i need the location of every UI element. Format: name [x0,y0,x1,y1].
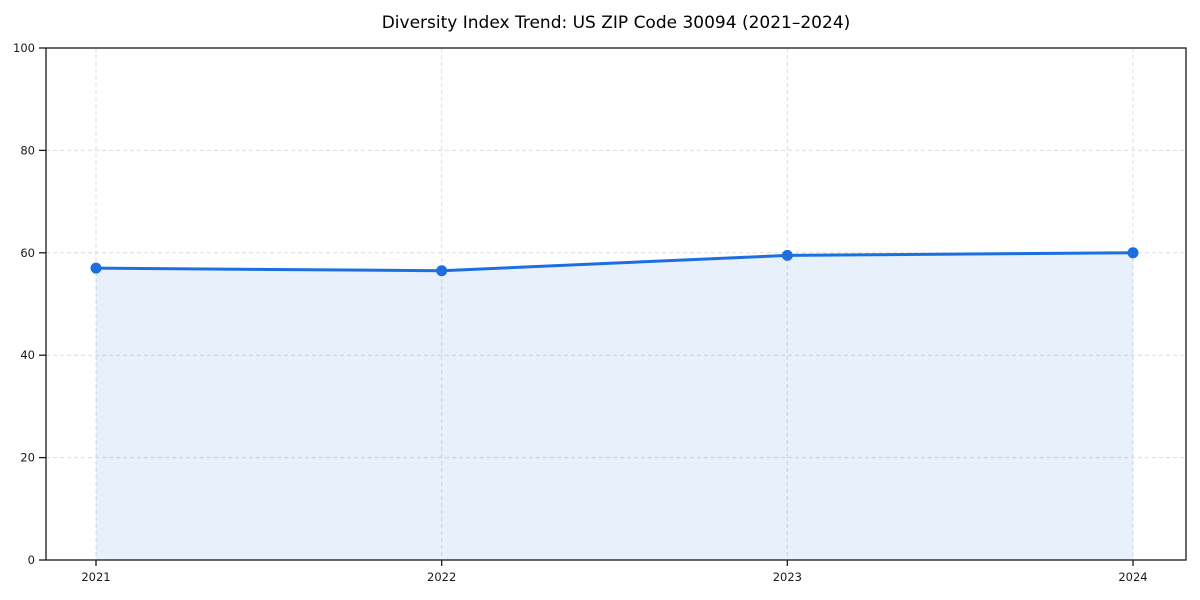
data-point-2022 [436,265,448,277]
area-fill [96,252,1133,561]
y-tick-label-20: 20 [20,451,35,465]
x-tick-label-2021: 2021 [81,570,110,584]
axes-layer: 0 20 40 60 80 100 2021 2022 2023 2024 [13,41,1187,584]
data-point-2024 [1127,247,1139,259]
gridlines-layer [46,47,1186,561]
x-tick-label-2022: 2022 [427,570,456,584]
trend-line [94,251,1135,273]
y-tick-label-60: 60 [20,246,35,260]
plot-border [45,47,1187,561]
data-point-2023 [781,249,793,261]
x-tick-label-2024: 2024 [1118,570,1147,584]
plot-area-layer [90,247,1139,561]
y-tick-label-0: 0 [28,553,35,567]
y-tick-label-40: 40 [20,348,35,362]
data-point-2021 [90,262,102,274]
chart-title: Diversity Index Trend: US ZIP Code 30094… [382,13,851,33]
x-tick-label-2023: 2023 [773,570,802,584]
y-tick-label-100: 100 [13,41,35,55]
y-tick-label-80: 80 [20,143,35,157]
